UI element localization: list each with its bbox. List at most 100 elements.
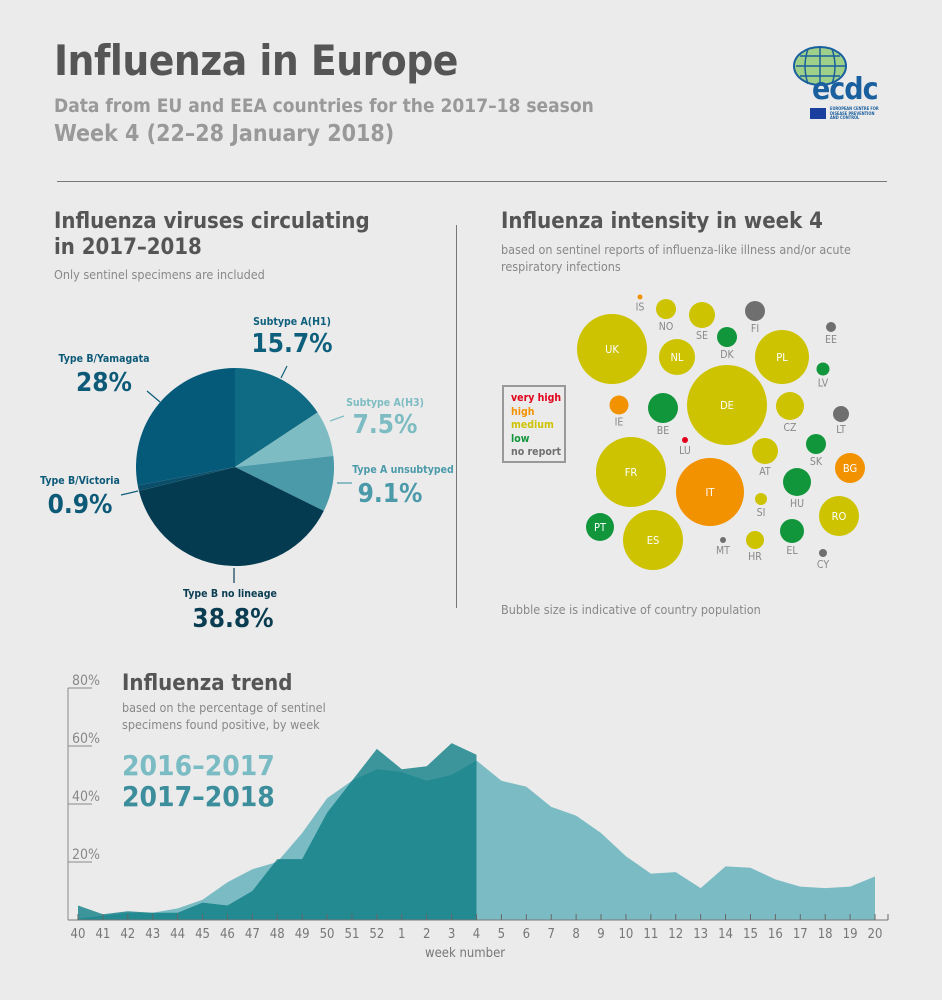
bubble-footnote: Bubble size is indicative of country pop…: [501, 602, 761, 617]
bubble-label: IT: [706, 486, 716, 499]
bubble-label: DK: [720, 349, 734, 361]
bubble-cy: [819, 549, 827, 557]
bubble-label: FI: [751, 323, 759, 335]
x-tick-label: 10: [618, 927, 633, 942]
x-tick-label: 49: [295, 927, 310, 942]
bubble-label: LT: [836, 424, 846, 436]
x-tick-label: 19: [843, 927, 858, 942]
bubble-hr: [746, 531, 764, 549]
x-tick-label: 47: [245, 927, 260, 942]
pie-title: Influenza viruses circulating in 2017–20…: [54, 209, 370, 260]
bubble-be: [648, 393, 678, 423]
bubble-ro: [819, 496, 859, 536]
bubble-label: IE: [615, 417, 624, 429]
pie-slice-type-a-unsubtyped: [235, 455, 334, 511]
bubble-es: [623, 510, 683, 570]
legend-very-high: very high: [511, 392, 562, 404]
pie-value: 38.8%: [192, 604, 273, 634]
legend-no-report: no report: [511, 446, 562, 458]
globe-icon: [793, 46, 847, 86]
bubble-label: SK: [810, 456, 823, 468]
y-tick-label: 40%: [72, 789, 100, 805]
bubble-el: [780, 519, 804, 543]
x-axis-label: week number: [425, 946, 506, 961]
pie-label: Type B no lineage: [183, 588, 277, 600]
pie-label: Subtype A(H3): [346, 397, 424, 409]
eu-flag-icon: [810, 108, 826, 119]
bubble-ee: [826, 322, 836, 332]
pie-value: 7.5%: [353, 410, 418, 440]
area-series-2017-2018: [78, 743, 477, 920]
bubble-label: SI: [757, 507, 766, 519]
bubble-label: EE: [825, 334, 837, 346]
bubble-label: CZ: [783, 422, 797, 434]
legend-2017-2018: 2017–2018: [122, 780, 275, 813]
pie-value: 15.7%: [251, 329, 332, 359]
bubble-si: [755, 493, 767, 505]
x-tick-label: 42: [120, 927, 135, 942]
pie-label: Type B/Yamagata: [59, 353, 150, 365]
x-tick-label: 20: [868, 927, 883, 942]
bubble-fr: [596, 437, 666, 507]
x-tick-label: 46: [220, 927, 235, 942]
bubble-label: HU: [790, 498, 804, 510]
x-tick-label: 17: [793, 927, 808, 942]
x-tick-label: 11: [643, 927, 658, 942]
bubble-uk: [577, 314, 647, 384]
bubble-label: PT: [594, 521, 607, 534]
section-divider: [456, 225, 457, 608]
bubble-de: [687, 365, 767, 445]
bubble-bg: [835, 453, 865, 483]
bubble-se: [689, 302, 715, 328]
bubble-subtitle: based on sentinel reports of influenza-l…: [501, 242, 851, 274]
x-tick-label: 5: [498, 927, 505, 942]
pie-leader-line: [280, 365, 288, 379]
x-tick-label: 18: [818, 927, 833, 942]
bubble-lu: [682, 437, 688, 443]
pie-value: 0.9%: [48, 490, 113, 520]
bubble-cz: [776, 392, 804, 420]
x-tick-label: 1: [398, 927, 405, 942]
bubble-pt: [586, 513, 614, 541]
x-tick-label: 40: [71, 927, 86, 942]
bubble-no: [656, 299, 676, 319]
x-tick-label: 6: [523, 927, 530, 942]
pie-value: 28%: [76, 368, 132, 398]
bubble-title: Influenza intensity in week 4: [501, 209, 823, 234]
week-label: Week 4 (22–28 January 2018): [54, 121, 395, 147]
bubble-it: [676, 458, 744, 526]
bubble-label: CY: [817, 559, 829, 571]
bubble-label: UK: [605, 343, 619, 356]
x-tick-label: 52: [369, 927, 384, 942]
pie-value: 9.1%: [358, 479, 423, 509]
bubble-mt: [720, 537, 726, 543]
x-tick-label: 44: [170, 927, 185, 942]
x-tick-label: 15: [743, 927, 758, 942]
pie-slice-type-b-yamagata: [136, 368, 235, 486]
bubble-label: LV: [818, 378, 829, 390]
bubble-label: MT: [716, 545, 730, 557]
bubble-is: [637, 294, 643, 300]
x-tick-label: 41: [95, 927, 110, 942]
bubble-fi: [745, 301, 765, 321]
pie-label: Subtype A(H1): [253, 316, 331, 328]
page-title: Influenza in Europe: [54, 36, 458, 85]
x-tick-label: 48: [270, 927, 285, 942]
bubble-label: NO: [659, 321, 674, 333]
header-divider: [57, 181, 887, 182]
bubble-dk: [717, 327, 737, 347]
bubble-lt: [833, 406, 849, 422]
legend-medium: medium: [511, 419, 554, 431]
x-tick-label: 51: [345, 927, 360, 942]
bubble-at: [752, 438, 778, 464]
bubble-hu: [783, 468, 811, 496]
bubble-lv: [816, 362, 830, 376]
pie-subtitle: Only sentinel specimens are included: [54, 267, 265, 282]
bubble-label: HR: [748, 551, 762, 563]
bubble-pl: [755, 330, 809, 384]
x-tick-label: 12: [668, 927, 683, 942]
bubble-label: NL: [671, 351, 684, 364]
trend-title: Influenza trend: [122, 671, 293, 696]
bubble-label: IS: [636, 302, 645, 314]
bubble-ie: [609, 395, 629, 415]
